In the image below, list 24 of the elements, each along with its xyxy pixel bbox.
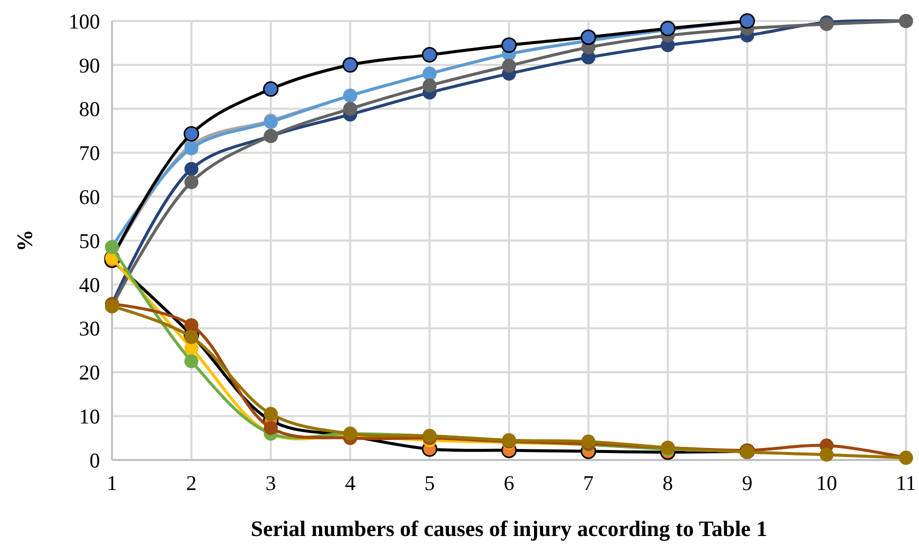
x-tick-label: 9 [742, 471, 752, 495]
x-tick-label: 5 [424, 471, 435, 495]
y-tick-label: 90 [79, 53, 100, 78]
y-tick-label: 40 [79, 272, 100, 297]
y-tick-label: 10 [79, 404, 100, 428]
x-tick-label: 1 [106, 471, 118, 495]
y-axis-title: % [12, 230, 37, 252]
y-tick-label: 60 [79, 184, 100, 209]
y-tick-label: 0 [90, 448, 100, 472]
x-tick-label: 3 [266, 471, 276, 495]
y-tick-label: 20 [79, 360, 100, 385]
y-tick-label: 50 [79, 228, 100, 253]
y-tick-label: 100 [68, 9, 100, 34]
x-tick-label: 8 [662, 471, 674, 495]
x-axis-title: Serial numbers of causes of injury according to Table 1 [250, 516, 768, 541]
x-tick-label: 7 [583, 471, 594, 495]
x-tick-label: 11 [896, 471, 916, 495]
y-tick-label: 70 [79, 141, 100, 166]
y-tick-label: 30 [79, 316, 100, 341]
x-tick-label: 4 [344, 471, 356, 495]
x-tick-label: 6 [504, 471, 514, 495]
y-tick-label: 80 [79, 97, 100, 122]
x-tick-label: 2 [186, 471, 197, 495]
x-tick-label: 10 [816, 471, 838, 495]
